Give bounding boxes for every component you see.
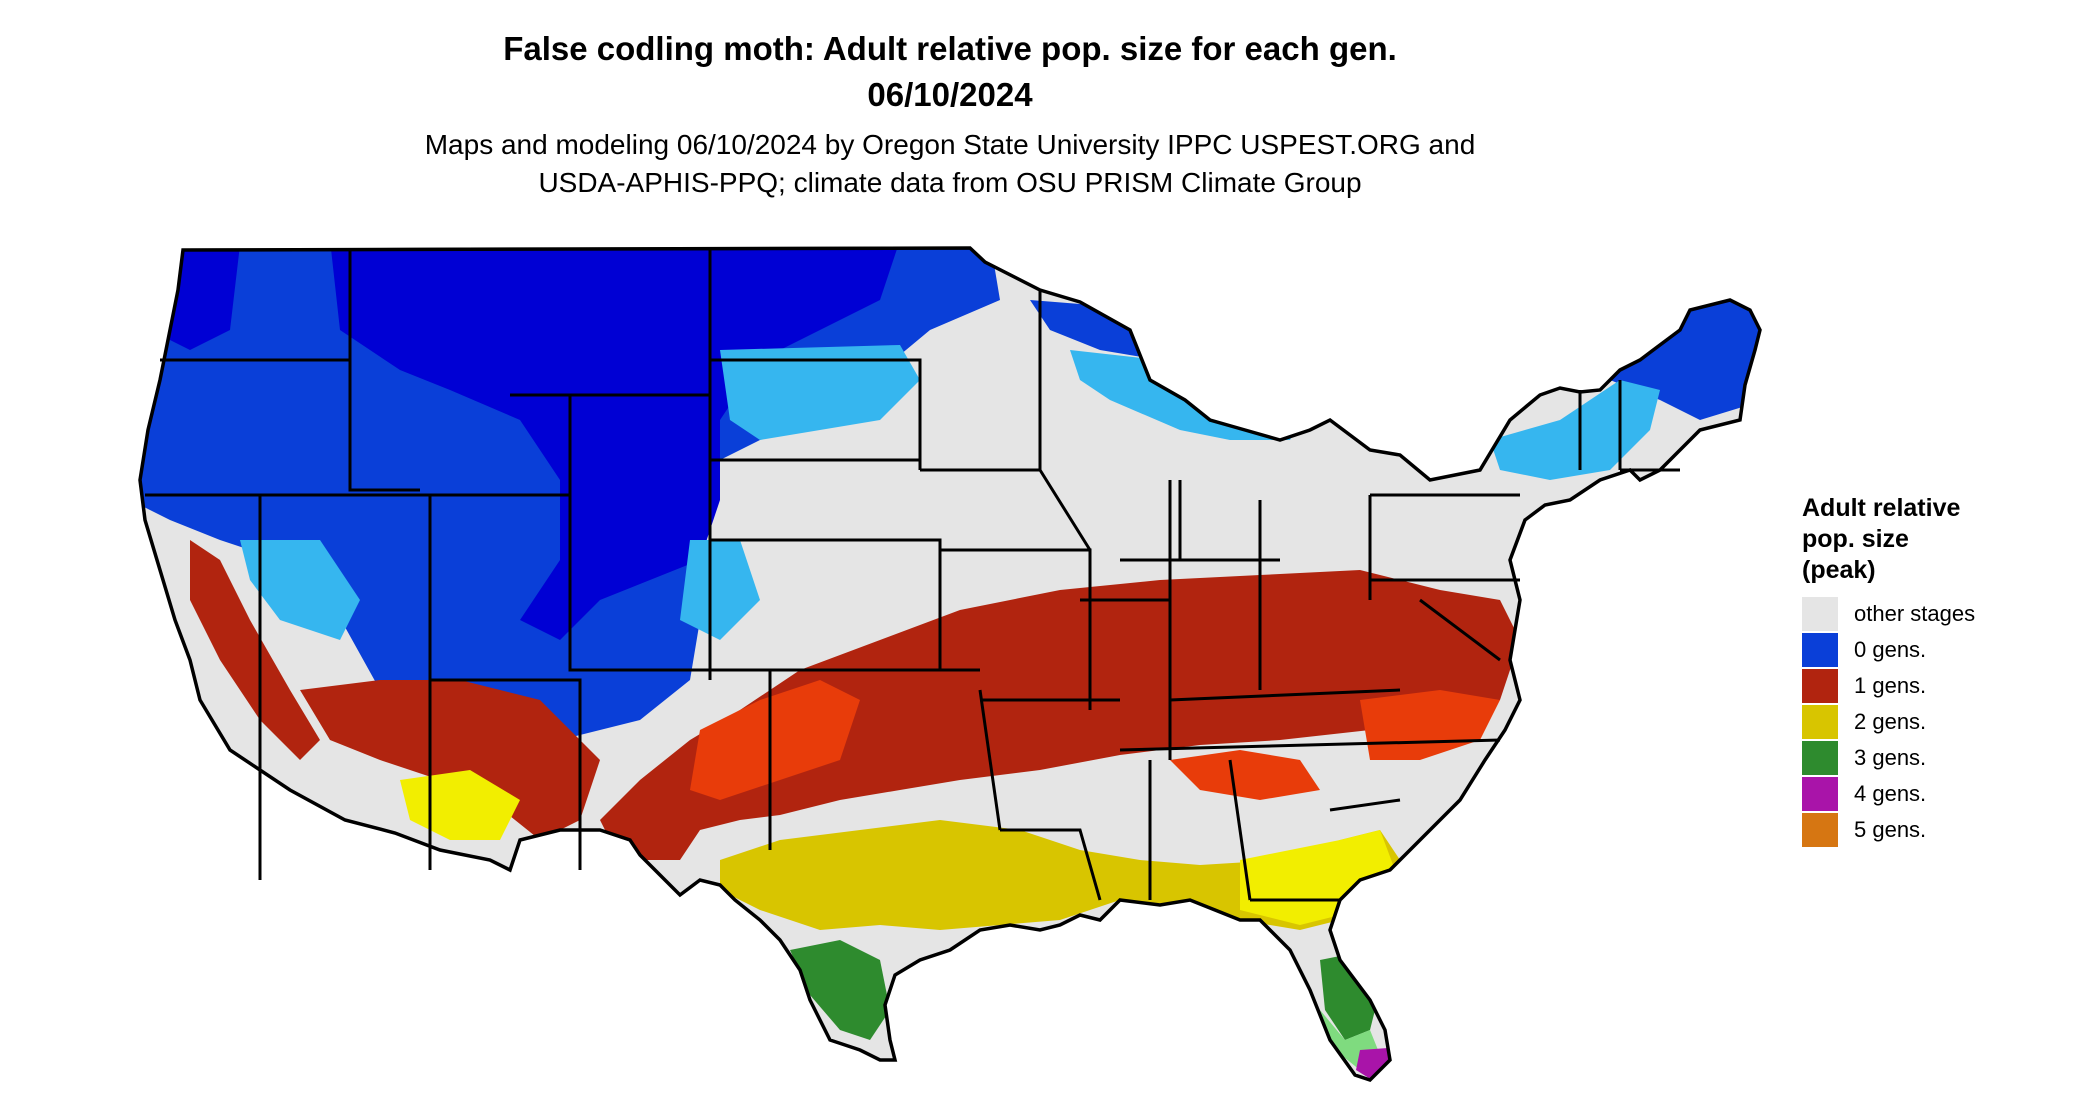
legend-label: 2 gens. (1854, 709, 1927, 734)
zone-zero-gens-light-plains (720, 345, 920, 440)
legend-item-5-gens: 5 gens. (1802, 812, 2022, 848)
legend-title-line-1: Adult relative (1802, 494, 1961, 522)
zone-three-gens-texas (790, 940, 890, 1040)
zone-zero-gens-light-northeast (1490, 380, 1660, 480)
title-line-1: False codling moth: Adult relative pop. … (503, 30, 1397, 67)
legend-item-1-gens: 1 gens. (1802, 668, 2022, 704)
zone-zero-gens-light-central (680, 540, 760, 640)
zone-zero-gens-light-west (240, 540, 360, 640)
legend-label: 5 gens. (1854, 817, 1927, 842)
subtitle-line-1: Maps and modeling 06/10/2024 by Oregon S… (424, 129, 1476, 160)
zone-one-gen-bright-west (690, 680, 860, 800)
legend-title-line-3: (peak) (1802, 556, 1876, 584)
subtitle-line-2: USDA-APHIS-PPQ; climate data from OSU PR… (538, 167, 1362, 198)
zone-one-gen-belt (600, 570, 1520, 860)
legend-swatch (1802, 597, 1838, 631)
legend-swatch (1802, 633, 1838, 667)
legend-label: other stages (1854, 601, 1976, 626)
legend-label: 1 gens. (1854, 673, 1927, 698)
legend-item-other-stages: other stages (1802, 596, 2022, 632)
title-line-2: 06/10/2024 (867, 76, 1033, 113)
zone-one-gen-appalachia (1170, 750, 1320, 800)
legend-label: 3 gens. (1854, 745, 1927, 770)
map-subtitle: Maps and modeling 06/10/2024 by Oregon S… (0, 126, 1900, 202)
legend-item-2-gens: 2 gens. (1802, 704, 2022, 740)
legend: Adult relative pop. size (peak) other st… (1802, 493, 2022, 848)
zone-one-gen-california (190, 540, 320, 760)
zone-two-gens-belt (720, 820, 1400, 930)
generation-zones (140, 248, 1760, 1080)
legend-swatch (1802, 813, 1838, 847)
legend-title: Adult relative pop. size (peak) (1802, 493, 2022, 586)
legend-item-3-gens: 3 gens. (1802, 740, 2022, 776)
legend-label: 4 gens. (1854, 781, 1927, 806)
zone-zero-gens-dark (330, 248, 900, 640)
legend-item-0-gens: 0 gens. (1802, 632, 2022, 668)
legend-label: 0 gens. (1854, 637, 1927, 662)
legend-swatch (1802, 705, 1838, 739)
legend-swatch (1802, 777, 1838, 811)
zone-one-gen-southwest (300, 680, 600, 840)
legend-swatch (1802, 669, 1838, 703)
legend-item-4-gens: 4 gens. (1802, 776, 2022, 812)
legend-swatch (1802, 741, 1838, 775)
legend-title-line-2: pop. size (1802, 525, 1909, 553)
map-title: False codling moth: Adult relative pop. … (0, 26, 1900, 118)
